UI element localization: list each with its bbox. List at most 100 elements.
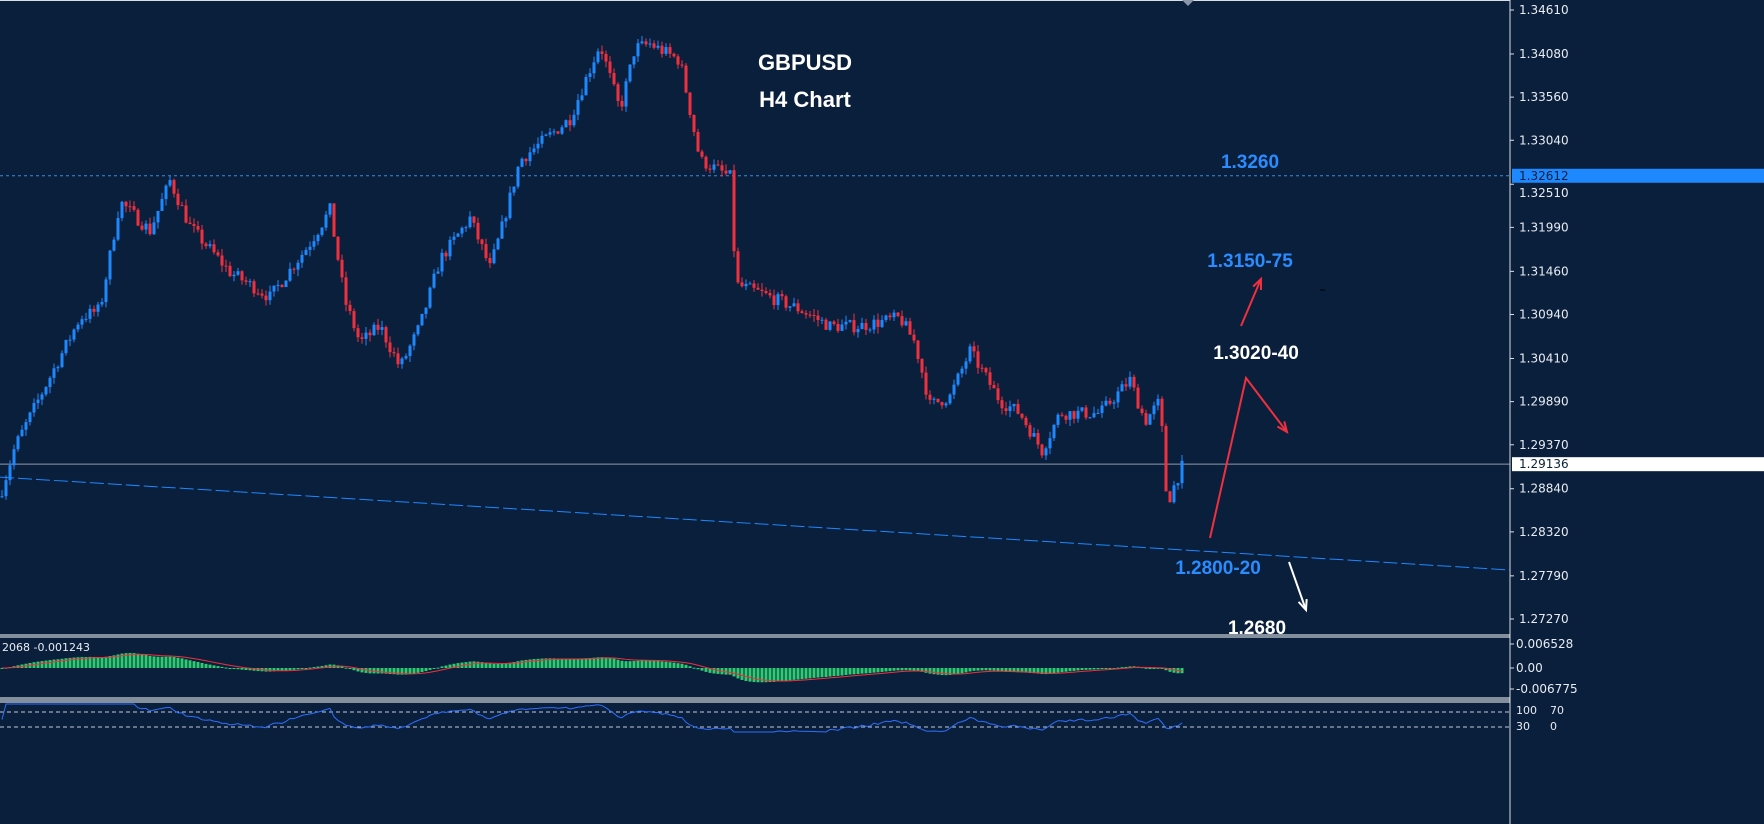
macd-bar [932, 668, 936, 675]
macd-bar [104, 656, 108, 668]
macd-bar [616, 659, 620, 668]
macd-bar [620, 660, 624, 668]
candle-body [428, 287, 432, 308]
macd-bar [416, 668, 420, 673]
macd-bar [1052, 668, 1056, 674]
macd-bar [736, 668, 740, 679]
white-down-arrow [1288, 561, 1307, 611]
macd-bar [204, 663, 208, 668]
macd-bar [1008, 668, 1012, 673]
macd-bar [668, 662, 672, 668]
macd-bar [396, 668, 400, 675]
candle-body [892, 312, 896, 318]
macd-bar [580, 658, 584, 668]
macd-bar [348, 668, 352, 669]
candle-body [1136, 387, 1140, 409]
candle-body [436, 271, 440, 274]
macd-signal-line [1, 653, 1183, 682]
macd-bar [88, 656, 92, 668]
candle-body [1116, 391, 1120, 403]
macd-bar [188, 660, 192, 668]
macd-bar [816, 668, 820, 678]
candle-body [704, 156, 708, 169]
candle-body [344, 277, 348, 305]
macd-bar [304, 668, 308, 669]
y-tick-label: 1.34610 [1519, 3, 1569, 17]
candle-body [632, 56, 636, 65]
macd-bar [912, 668, 916, 671]
candle-body [188, 222, 192, 225]
macd-bar [676, 663, 680, 668]
candle-body [516, 166, 520, 187]
candle-body [288, 268, 292, 281]
macd-bar [572, 659, 576, 668]
candle-body [624, 81, 628, 107]
candle-body [296, 262, 300, 270]
candle-body [208, 244, 212, 247]
candle-body [408, 345, 412, 357]
candle-body [728, 170, 732, 174]
candle-body [440, 252, 444, 272]
candle-body [548, 132, 552, 135]
candle-body [612, 72, 616, 85]
macd-bar [552, 658, 556, 668]
candle-body [320, 227, 324, 235]
candle-body [400, 358, 404, 365]
candle-body [276, 284, 280, 286]
candle-body [880, 319, 884, 327]
macd-bar [560, 658, 564, 668]
candle-body [1144, 413, 1148, 425]
macd-bar [904, 668, 908, 671]
macd-bar [1120, 667, 1124, 669]
candle-body [996, 388, 1000, 401]
candle-body [196, 226, 200, 230]
candle-body [80, 319, 84, 325]
macd-bar [872, 668, 876, 673]
macd-bar [184, 659, 188, 668]
macd-bar [1048, 668, 1052, 674]
candle-body [40, 394, 44, 400]
macd-bar [176, 657, 180, 668]
macd-bar [1108, 668, 1112, 669]
candle-body [756, 287, 760, 290]
macd-bar [484, 662, 488, 668]
macd-bar [280, 668, 284, 671]
macd-bar [896, 668, 900, 671]
macd-bar [408, 668, 412, 675]
candle-body [1140, 408, 1144, 414]
candle-body [1012, 403, 1016, 407]
candle-body [808, 314, 812, 316]
candle-body [136, 209, 140, 226]
candle-body [992, 384, 996, 389]
candle-body [232, 274, 236, 277]
candle-body [584, 76, 588, 96]
candle-body [224, 265, 228, 267]
candle-body [508, 192, 512, 219]
candle-body [384, 327, 388, 343]
macd-bar [492, 663, 496, 668]
candle-body [284, 280, 288, 288]
macd-bar [412, 668, 416, 674]
macd-bar [192, 661, 196, 668]
candle-body [220, 255, 224, 266]
candle-body [772, 295, 776, 306]
macd-bar [976, 668, 980, 671]
y-tick-label: 1.28320 [1519, 525, 1569, 539]
candle-body [420, 313, 424, 326]
macd-bar [796, 668, 800, 680]
macd-bar [696, 668, 700, 670]
macd-panel: 0.006528 0.00 -0.006775 [0, 634, 1578, 701]
macd-bar [844, 668, 848, 676]
candle-body [88, 308, 92, 319]
annotation-1-3150-75: 1.3150-75 [1207, 251, 1293, 272]
macd-bar [956, 668, 960, 674]
candle-body [692, 114, 696, 132]
candle-body [544, 134, 548, 136]
candle-body [1016, 403, 1020, 414]
macd-bar [92, 656, 96, 668]
macd-bar [400, 668, 404, 675]
candle-body [1152, 405, 1156, 415]
candle-body [108, 250, 112, 280]
candle-body [360, 337, 364, 339]
annotation-1-3260: 1.3260 [1221, 152, 1279, 173]
